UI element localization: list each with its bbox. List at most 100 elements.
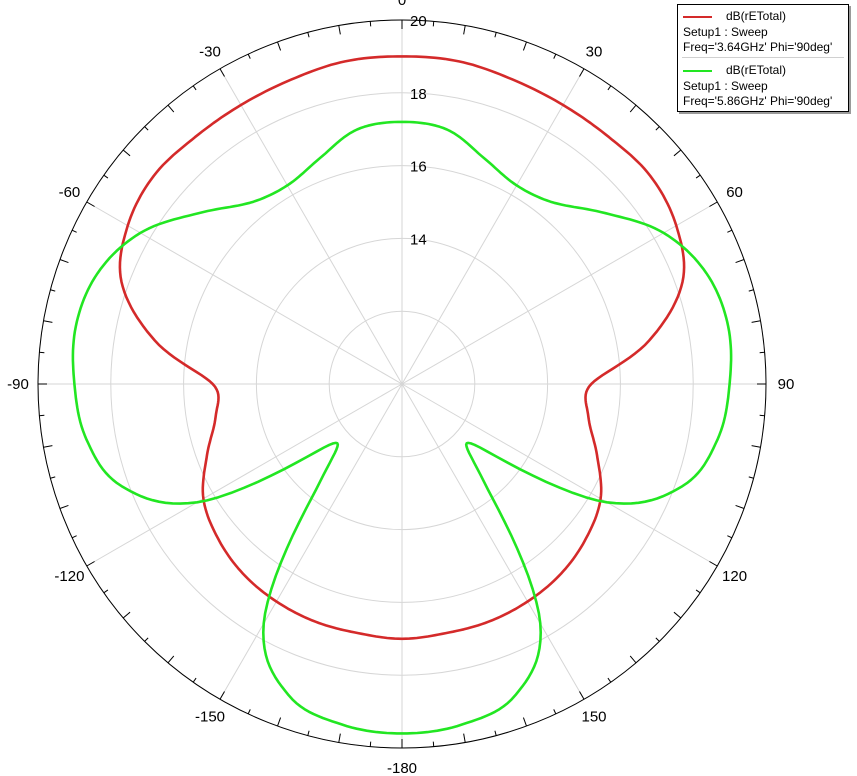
angle-label: -150 (195, 709, 225, 726)
angle-tick (122, 149, 131, 157)
angle-label: 150 (581, 709, 606, 726)
angle-tick (307, 32, 310, 38)
angle-tick (629, 104, 637, 113)
angle-tick (71, 229, 77, 233)
angle-tick (629, 655, 637, 664)
angle-label: -60 (59, 184, 81, 201)
angle-tick (338, 25, 341, 35)
angle-label: 90 (778, 376, 795, 393)
angle-tick (192, 677, 197, 683)
legend-line-series-2 (683, 70, 712, 72)
grid-spoke (401, 383, 585, 700)
series-1-line (118, 55, 686, 641)
angle-tick (748, 476, 754, 479)
angle-tick (655, 637, 660, 642)
angle-tick (277, 717, 282, 727)
angle-tick (219, 68, 225, 77)
angle-tick (144, 637, 149, 642)
angle-tick (695, 174, 701, 179)
angle-tick (655, 126, 660, 131)
angle-tick (579, 68, 585, 77)
angle-tick (86, 201, 95, 207)
radial-tick-label: 18 (410, 86, 427, 103)
angle-tick (709, 201, 718, 207)
legend-series-1-params: Freq='3.64GHz' Phi='90deg' (683, 40, 833, 54)
legend-series-2-name: dB(rETotal) (726, 63, 787, 77)
angle-tick (607, 85, 612, 91)
angle-tick (247, 709, 251, 715)
angle-label: -90 (7, 376, 29, 393)
angle-tick (103, 174, 109, 179)
angle-tick (727, 535, 733, 539)
angle-tick (607, 677, 612, 683)
data-series (71, 55, 733, 735)
radial-tick-label: 14 (410, 231, 427, 248)
grid-spoke (219, 383, 403, 700)
angle-tick (522, 717, 527, 727)
angle-tick (307, 730, 310, 736)
angle-tick (50, 289, 56, 292)
angle-label: 0 (398, 0, 406, 9)
angle-tick (167, 655, 175, 664)
chart-labels: 14 16 18 20 0 30 60 90 120 150 -180 -150 -120 -90 -60 -… (7, 0, 794, 776)
angle-tick (748, 289, 754, 292)
angle-tick (277, 41, 282, 51)
angle-label: -180 (387, 760, 417, 776)
radial-tick-label: 16 (410, 159, 427, 176)
legend-series-1-setup: Setup1 : Sweep (683, 25, 768, 39)
angle-tick (86, 561, 95, 567)
angle-tick (59, 504, 69, 509)
grid-spoke (401, 68, 585, 385)
angle-tick (192, 85, 197, 91)
grid-spoke (86, 201, 403, 385)
angle-tick (522, 41, 527, 51)
legend-series-2-params: Freq='5.86GHz' Phi='90deg' (683, 94, 833, 108)
angle-tick (122, 611, 131, 619)
angle-tick (494, 32, 497, 38)
angle-tick (673, 611, 682, 619)
angle-tick-marks (38, 20, 766, 748)
angle-tick (494, 730, 497, 736)
grid-spoke (86, 383, 403, 567)
angle-tick (553, 709, 557, 715)
legend[interactable]: dB(rETotal) Setup1 : Sweep Freq='3.64GHz… (677, 4, 849, 112)
angle-tick (579, 691, 585, 700)
angle-tick (43, 445, 53, 448)
grid-spoke (401, 383, 718, 567)
angle-tick (553, 53, 557, 59)
angle-tick (43, 320, 53, 323)
angle-tick (463, 733, 466, 743)
radial-tick-label: 20 (410, 13, 427, 30)
angle-tick (247, 53, 251, 59)
angle-tick (695, 589, 701, 594)
angle-tick (50, 476, 56, 479)
angle-tick (144, 126, 149, 131)
angle-label: -30 (199, 43, 221, 60)
angle-tick (673, 149, 682, 157)
angle-tick (727, 229, 733, 233)
angle-tick (338, 733, 341, 743)
angle-tick (219, 691, 225, 700)
series-2-line (71, 120, 733, 735)
grid-spoke (219, 68, 403, 385)
angle-label: 30 (586, 43, 603, 60)
angle-tick (751, 445, 761, 448)
grid-spoke (401, 201, 718, 385)
angle-label: 120 (722, 568, 747, 585)
angle-label: -120 (54, 568, 84, 585)
angle-tick (463, 25, 466, 35)
angle-tick (735, 504, 745, 509)
angle-tick (103, 589, 109, 594)
angle-tick (709, 561, 718, 567)
angle-tick (751, 320, 761, 323)
angle-tick (735, 259, 745, 264)
legend-series-2-setup: Setup1 : Sweep (683, 79, 768, 93)
angle-tick (167, 104, 175, 113)
angle-tick (71, 535, 77, 539)
angle-label: 60 (726, 184, 743, 201)
angle-tick (59, 259, 69, 264)
legend-series-1-name: dB(rETotal) (726, 9, 787, 23)
legend-divider (682, 57, 844, 58)
legend-line-series-1 (683, 16, 712, 18)
